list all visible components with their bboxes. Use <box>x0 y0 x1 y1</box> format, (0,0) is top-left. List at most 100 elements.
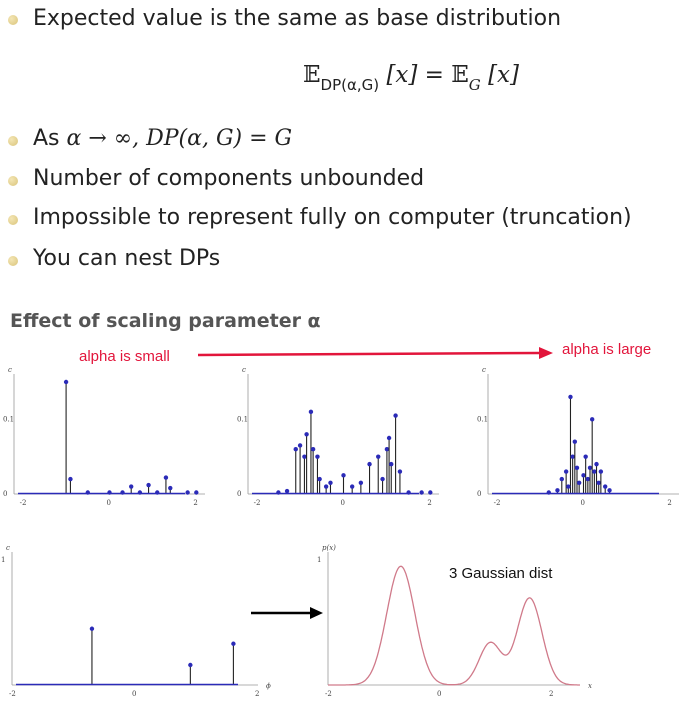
y-tick-label: 0.1 <box>477 415 488 423</box>
y-tick-label: 1 <box>1 556 5 564</box>
x-tick-label: -2 <box>20 499 27 507</box>
stem-plot-three-atoms: c ϕ -2 0 2 1 <box>1 544 271 698</box>
stem-dot <box>380 476 385 482</box>
stem-dot <box>188 662 193 668</box>
x-tick-label: 2 <box>667 499 671 507</box>
stem-dot <box>563 469 569 474</box>
y-tick-label: 1 <box>317 556 321 564</box>
y-axis-label: c <box>6 544 10 552</box>
stem-dot <box>328 480 333 485</box>
bullet-dot <box>8 15 18 25</box>
bullet-dot <box>8 136 18 146</box>
gaussian-mixture-plot: p(x) x -2 0 2 1 <box>317 544 592 698</box>
stem-dot <box>572 439 578 444</box>
stem-dot <box>568 394 573 400</box>
x-tick-label: 2 <box>193 499 197 507</box>
stem-dot <box>293 447 298 452</box>
stem-dot <box>393 413 398 418</box>
y-axis-label: p(x) <box>322 544 336 552</box>
stem-dot <box>576 480 582 485</box>
stem-dot <box>284 488 290 494</box>
density-curve <box>328 565 580 686</box>
stem-dot <box>323 484 329 489</box>
stem-dot <box>587 465 593 471</box>
stem-plot-alpha-small: c -2 0 2 0 0.1 <box>3 366 205 507</box>
gaussian-annotation: 3 Gaussian dist <box>449 565 553 582</box>
stem-dot <box>585 476 591 482</box>
stem-dot <box>397 469 403 474</box>
bullet-dot <box>8 215 18 225</box>
y-axis-label: c <box>482 366 486 374</box>
section-title: Effect of scaling parameter α <box>10 310 321 332</box>
stem-dot <box>603 484 608 489</box>
stem-dot <box>163 475 169 480</box>
stem-dot <box>349 484 355 489</box>
stem-dot <box>341 473 346 478</box>
x-tick-label: 0 <box>107 499 111 507</box>
x-tick-label: 0 <box>437 690 441 698</box>
x-tick-label: 0 <box>581 499 585 507</box>
stem-dot <box>419 490 424 495</box>
stem-dot <box>185 490 190 495</box>
x-tick-label: -2 <box>494 499 501 507</box>
x-axis-label: x <box>588 682 592 690</box>
stem-dot <box>89 626 95 631</box>
expectation-formula: 𝔼DP(α,G) [x] = 𝔼G [x] <box>303 62 519 94</box>
x-tick-label: -2 <box>325 690 332 698</box>
stem-dot <box>598 469 604 474</box>
stem-dot <box>317 476 322 482</box>
x-tick-label: 2 <box>255 690 259 698</box>
y-axis-label: c <box>242 366 246 374</box>
stem-dot <box>592 469 597 474</box>
stem-plot-alpha-medium: c -2 0 2 0 0.1 <box>237 366 439 507</box>
x-tick-label: 2 <box>427 499 431 507</box>
stem-dot <box>594 461 599 467</box>
bullet-nest: You can nest DPs <box>33 246 221 271</box>
stem-dot <box>231 641 236 646</box>
stem-dot <box>358 480 364 485</box>
stem-dot <box>168 485 173 491</box>
stem-dot <box>308 409 314 415</box>
stem-dot <box>581 473 586 478</box>
bullet-truncation: Impossible to represent fully on compute… <box>33 205 632 230</box>
black-arrow <box>251 607 323 619</box>
stem-dot <box>302 454 307 459</box>
stem-dot <box>63 379 69 385</box>
red-arrow <box>197 347 553 359</box>
y-tick-label: 0 <box>237 490 241 498</box>
stem-dot <box>589 417 595 422</box>
stem-dot <box>315 454 320 459</box>
stem-dot <box>570 454 575 459</box>
x-tick-label: 0 <box>132 690 136 698</box>
stem-dot <box>68 476 73 482</box>
stem-dot <box>559 476 564 482</box>
x-tick-label: -2 <box>254 499 261 507</box>
y-tick-label: 0.1 <box>237 415 248 423</box>
stem-dot <box>389 461 394 467</box>
stem-dot <box>583 454 588 459</box>
alpha-small-label: alpha is small <box>79 348 170 365</box>
y-axis-label: c <box>8 366 12 374</box>
stem-dot <box>297 443 303 448</box>
bullet-expected-value: Expected value is the same as base distr… <box>33 6 562 31</box>
bullet-alpha-limit: As α → ∞, DP(α, G) = G <box>33 126 293 151</box>
x-tick-label: 2 <box>549 690 553 698</box>
stem-dot <box>129 484 134 489</box>
stem-dot <box>566 484 571 489</box>
stem-dot <box>384 447 390 452</box>
stem-dot <box>574 465 580 471</box>
y-tick-label: 0 <box>3 490 7 498</box>
y-tick-label: 0 <box>477 490 481 498</box>
stem-dot <box>555 488 560 493</box>
stem-dot <box>310 447 316 452</box>
stem-dot <box>428 490 433 495</box>
stem-dot <box>596 480 601 485</box>
x-axis-label: ϕ <box>266 682 271 690</box>
alpha-large-label: alpha is large <box>562 341 652 358</box>
stem-dot <box>194 490 199 495</box>
bullet-dot <box>8 176 18 186</box>
stem-dot <box>304 432 309 437</box>
stem-dot <box>386 435 392 441</box>
x-tick-label: -2 <box>9 690 16 698</box>
bullet-components: Number of components unbounded <box>33 166 425 191</box>
